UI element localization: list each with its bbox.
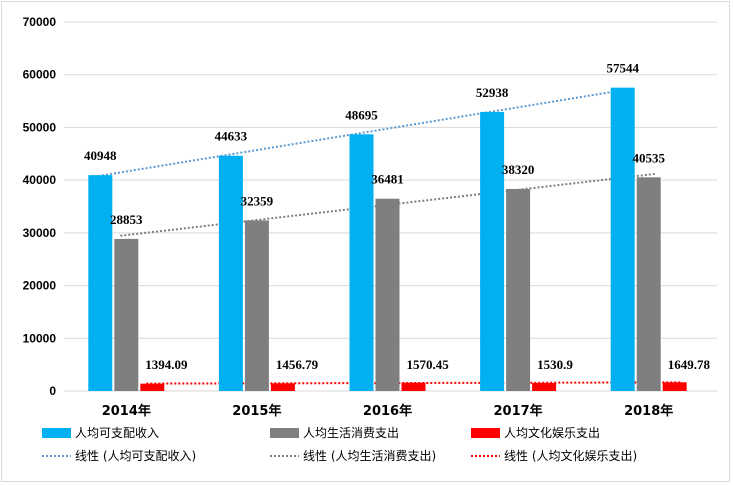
x-tick-label: 2018年 [624,403,673,419]
legend-label: 人均可支配收入 [75,426,159,440]
data-label: 1456.79 [276,357,319,372]
bar-2-2016年 [375,198,400,391]
data-label: 28853 [110,212,143,227]
bar-2-2017年 [506,188,531,391]
bar-1-2018年 [610,87,635,391]
bar-2-2015年 [244,220,269,391]
y-tick-label: 40000 [23,173,57,187]
bar-1-2017年 [480,111,505,392]
data-label: 36481 [371,172,404,187]
bar-3-2017年 [532,382,557,391]
data-label: 1570.45 [407,357,450,372]
x-tick-label: 2016年 [363,403,412,419]
y-tick-label: 50000 [23,120,57,134]
bar-1-2014年 [88,175,113,391]
data-label: 40535 [632,150,665,165]
y-tick-label: 60000 [23,68,57,82]
bar-3-2016年 [401,382,426,391]
legend-label: 人均文化娱乐支出 [504,425,600,440]
y-tick-label: 10000 [23,331,57,345]
legend-label: 人均生活消费支出 [303,426,399,440]
data-labels: 40948 44633 48695 52938 57544 28853 32359 36481… [84,61,710,372]
bar-2-2014年 [114,238,139,391]
legend-trend-label: 线性 (人均文化娱乐支出) [504,448,637,463]
x-tick-label: 2017年 [494,403,543,419]
y-tick-label: 30000 [23,226,57,240]
data-label: 40948 [84,148,117,163]
y-tick-label: 0 [49,384,56,398]
data-label: 1530.9 [537,357,573,372]
data-label: 44633 [215,129,248,144]
data-label: 57544 [606,61,639,76]
bar-1-2015年 [218,155,243,391]
x-tick-label: 2014年 [102,403,151,419]
y-tick-label: 70000 [23,15,57,29]
bar-2-2018年 [636,177,661,391]
bar-3-2015年 [270,383,295,391]
bar-1-2016年 [349,134,374,391]
y-axis: 0 10000 20000 30000 40000 50000 60000 70000 [23,15,57,398]
x-axis: 2014年 2015年 2016年 2017年 2018年 [102,403,674,419]
bar-3-2014年 [140,383,165,391]
bar-3-2018年 [662,382,687,391]
bars [88,87,687,392]
legend-swatch [270,428,299,438]
legend-trend-label: 线性 (人均可支配收入) [75,449,196,463]
legend-swatch [471,428,500,438]
data-label: 1394.09 [145,357,188,372]
legend-swatch [42,428,71,438]
data-label: 48695 [345,107,378,122]
data-label: 52938 [476,85,509,100]
data-label: 1649.78 [668,357,711,372]
legend-trend-label: 线性 (人均生活消费支出) [303,449,436,463]
data-label: 32359 [241,193,274,208]
x-tick-label: 2015年 [232,403,281,419]
data-label: 38320 [502,162,535,177]
y-tick-label: 20000 [23,279,57,293]
